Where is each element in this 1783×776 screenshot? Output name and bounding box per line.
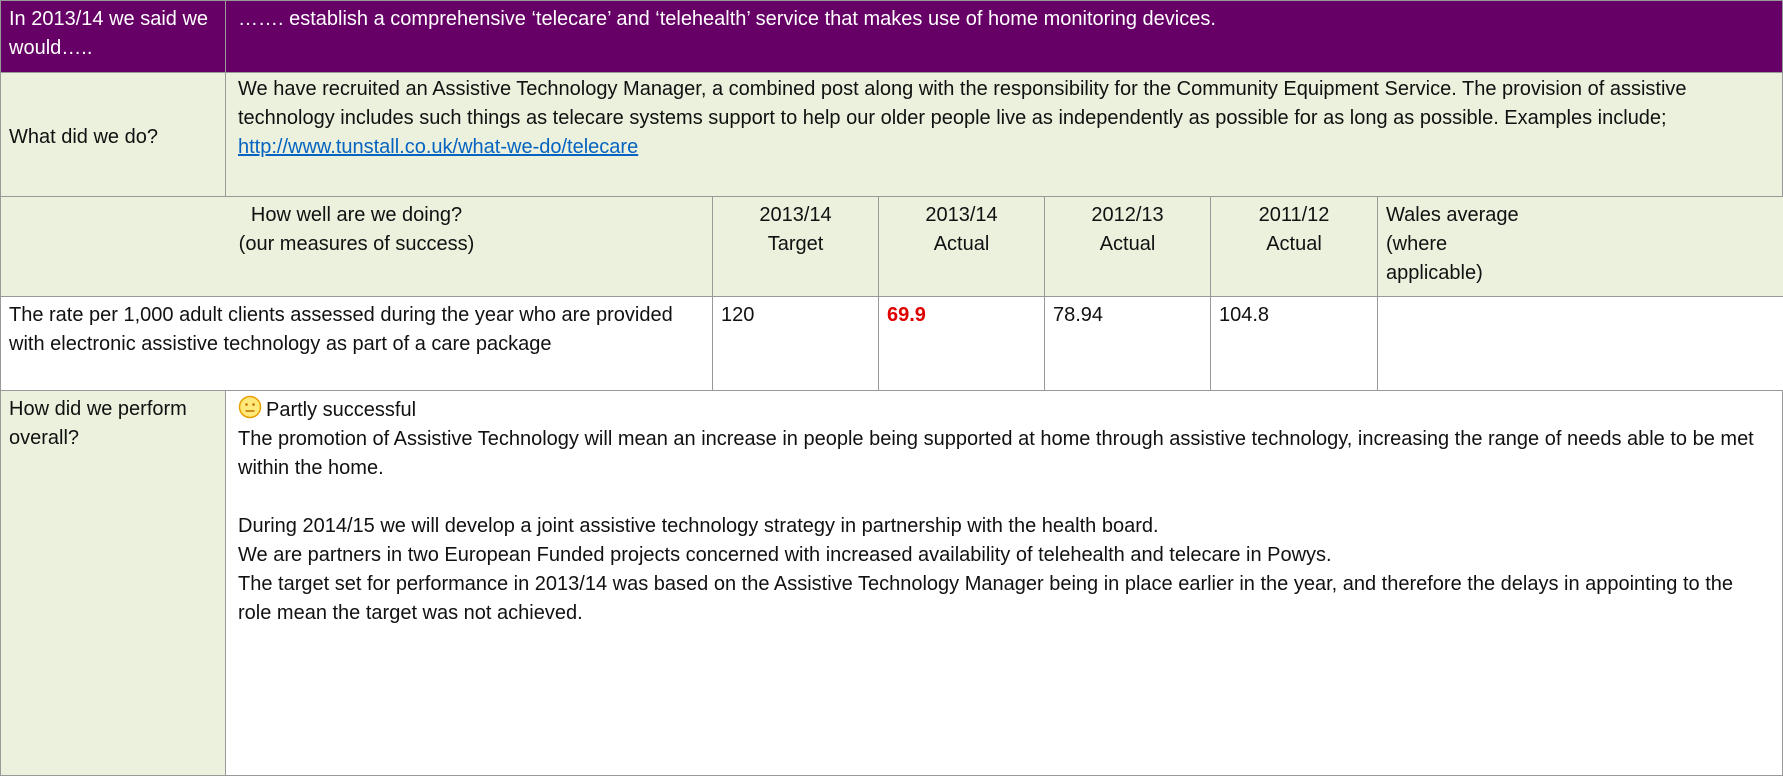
column-header-line: 2013/14 [759, 204, 832, 226]
measures-title: How well are we doing? (our measures of … [0, 196, 713, 297]
header-label: In 2013/14 we said we would….. [0, 0, 226, 73]
value-cell: 120 [712, 296, 879, 391]
overall-label: How did we perform overall? [0, 390, 226, 776]
column-header-line: (where [1386, 233, 1448, 255]
paragraph: The target set for performance in 2013/1… [238, 573, 1734, 624]
link[interactable]: http://www.tunstall.co.uk/what-we-do/tel… [238, 136, 639, 158]
what-cell: We have recruited an Assistive Technolog… [225, 72, 1783, 197]
column-header: 2012/13 Actual [1044, 196, 1211, 297]
what-text: We have recruited an Assistive Technolog… [238, 78, 1687, 129]
column-header: 2011/12 Actual [1210, 196, 1378, 297]
value-cell: 69.9 [878, 296, 1045, 391]
column-header-line: 2013/14 [925, 204, 998, 226]
overall-cell: Partly successful The promotion of Assis… [225, 390, 1783, 776]
column-header: Wales average (where applicable) [1377, 196, 1783, 297]
paragraph: During 2014/15 we will develop a joint a… [238, 515, 1159, 537]
column-header-line: 2011/12 [1258, 204, 1330, 226]
column-header-line: Actual [1099, 233, 1156, 255]
value-cell: 78.94 [1044, 296, 1211, 391]
column-header-line: applicable) [1386, 262, 1483, 284]
status-line: Partly successful [238, 395, 1770, 425]
column-header: 2013/14 Target [712, 196, 879, 297]
paragraph: The promotion of Assistive Technology wi… [238, 428, 1754, 479]
column-header-line: 2012/13 [1091, 204, 1164, 226]
value: 104.8 [1219, 304, 1270, 326]
neutral-face-icon [238, 395, 262, 419]
title-line: How well are we doing? [250, 204, 463, 226]
column-header-line: Wales average [1386, 204, 1519, 226]
value: 78.94 [1053, 304, 1104, 326]
column-header: 2013/14 Actual [878, 196, 1045, 297]
value: 69.9 [887, 304, 926, 326]
column-header-line: Actual [1266, 233, 1322, 255]
header-text: ……. establish a comprehensive ‘telecare’… [225, 0, 1783, 73]
status: Partly successful [266, 399, 417, 421]
value: 120 [721, 304, 755, 326]
measure-text: The rate per 1,000 adult clients assesse… [0, 296, 713, 391]
column-header-line: Target [767, 233, 824, 255]
value-cell: 104.8 [1210, 296, 1378, 391]
paragraph: We are partners in two European Funded p… [238, 544, 1332, 566]
what-label: What did we do? [0, 72, 226, 197]
column-header-line: Actual [933, 233, 990, 255]
value-cell [1377, 296, 1783, 391]
title-line: (our measures of success) [238, 233, 475, 255]
